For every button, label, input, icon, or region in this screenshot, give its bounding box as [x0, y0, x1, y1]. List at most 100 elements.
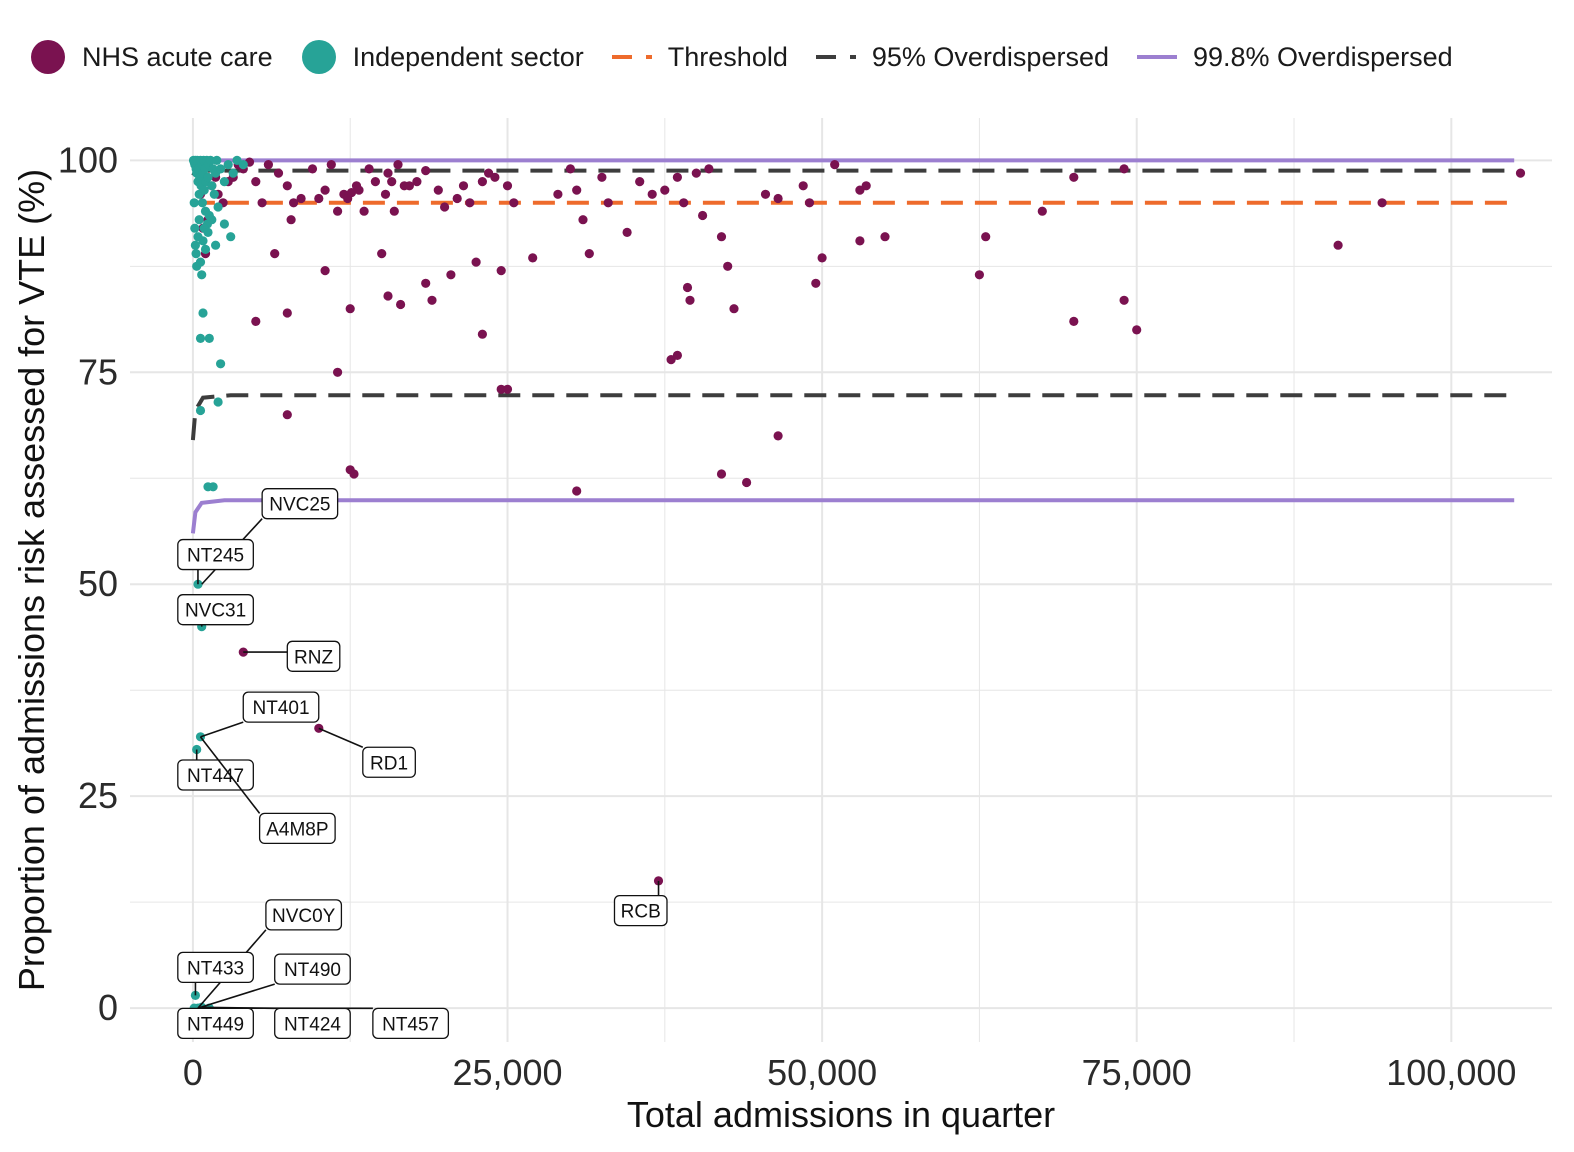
reference-lines — [190, 158, 1515, 534]
data-point-independent — [207, 181, 217, 191]
data-point-independent — [203, 172, 213, 182]
point-label: RCB — [621, 902, 661, 923]
data-point-nhs — [672, 172, 683, 182]
data-point-nhs — [974, 270, 985, 280]
point-label: RD1 — [370, 753, 408, 774]
label-box — [286, 640, 341, 672]
point-label: NT447 — [187, 766, 244, 787]
data-point-nhs — [855, 236, 865, 246]
data-point-nhs — [396, 299, 406, 310]
label-box — [177, 594, 254, 626]
data-point-nhs — [502, 181, 513, 191]
data-point-independent — [195, 333, 206, 343]
data-point-nhs — [282, 410, 292, 420]
label-box — [177, 951, 254, 984]
point-label: NT433 — [187, 958, 244, 979]
data-point-nhs — [452, 193, 462, 204]
legend-label: NHS acute care — [82, 41, 273, 72]
data-point-nhs — [603, 198, 613, 208]
data-point-nhs — [359, 206, 369, 216]
data-point-nhs — [257, 198, 267, 208]
data-point-nhs — [647, 189, 657, 199]
data-point-nhs — [421, 166, 431, 176]
data-point-nhs — [981, 232, 991, 242]
data-point-independent — [197, 198, 207, 208]
data-point-independent — [203, 227, 213, 237]
data-point-nhs — [723, 261, 733, 271]
data-point-nhs — [682, 282, 693, 293]
data-point-independent — [199, 185, 209, 195]
data-point-nhs — [263, 160, 273, 170]
data-point-nhs — [282, 308, 292, 318]
label-box — [177, 538, 254, 571]
data-point-nhs — [572, 185, 582, 195]
data-point-independent — [211, 240, 221, 250]
data-point-nhs — [320, 266, 330, 276]
data-point-nhs — [389, 206, 399, 216]
data-point-independent — [194, 215, 204, 225]
point-label: NT401 — [252, 698, 309, 719]
data-point-nhs — [326, 160, 336, 170]
data-point-nhs — [742, 477, 752, 488]
data-point-nhs — [412, 177, 422, 187]
data-point-nhs — [1069, 316, 1079, 326]
label-box — [177, 759, 254, 791]
label-box — [372, 1007, 450, 1040]
data-point-nhs — [704, 164, 714, 174]
data-point-nhs — [817, 253, 827, 263]
data-point-nhs — [653, 876, 664, 886]
data-point-nhs — [433, 185, 443, 195]
data-point-nhs — [377, 249, 387, 259]
data-point-independent — [195, 257, 206, 267]
data-point-independent — [213, 202, 223, 212]
data-point-nhs — [345, 304, 355, 314]
data-point-nhs — [370, 177, 380, 187]
data-point-nhs — [1069, 172, 1079, 182]
legend-swatch — [31, 40, 65, 74]
data-point-nhs — [270, 249, 280, 259]
point-label: NT245 — [187, 546, 244, 567]
data-point-nhs — [760, 189, 771, 199]
y-axis-title: Proportion of admissions risk assessed f… — [11, 169, 52, 991]
legend-label: Threshold — [667, 41, 788, 72]
point-label: NT424 — [284, 1014, 341, 1035]
data-point-independent — [219, 219, 229, 229]
data-point-nhs — [685, 295, 695, 305]
legend-key-overdispersed_95 — [815, 55, 856, 59]
data-point-independent — [209, 189, 219, 199]
legend-label: 95% Overdispersed — [871, 41, 1109, 72]
data-point-nhs — [471, 257, 481, 267]
legend-label: 99.8% Overdispersed — [1192, 41, 1453, 72]
y-tick-label: 100 — [58, 139, 118, 180]
legend-key-independent — [301, 40, 336, 74]
data-point-nhs — [773, 193, 783, 204]
grid-lines — [130, 118, 1552, 1042]
legend-key-overdispersed_998 — [1136, 55, 1177, 59]
point-label: NVC25 — [269, 495, 330, 516]
data-point-nhs — [716, 469, 727, 479]
data-point-nhs — [716, 232, 727, 242]
data-point-nhs — [679, 198, 689, 208]
legend-label: Independent sector — [352, 41, 584, 72]
data-point-nhs — [404, 181, 414, 191]
data-point-nhs — [296, 193, 306, 204]
data-point-nhs — [458, 181, 469, 191]
data-point-nhs — [502, 384, 513, 394]
data-point-nhs — [282, 181, 292, 191]
data-point-nhs — [383, 168, 393, 178]
data-point-nhs — [364, 164, 374, 174]
data-point-nhs — [320, 185, 330, 195]
axis-ticks: 0 25,000 50,000 75,000 100,000 0 25 50 75 100 — [58, 139, 1516, 1093]
data-point-independent — [219, 177, 229, 187]
data-point-nhs — [729, 304, 739, 314]
label-connector — [200, 721, 244, 738]
data-point-nhs — [1377, 198, 1387, 208]
label-connector — [197, 983, 275, 1009]
point-label: NVC31 — [185, 601, 246, 622]
data-point-independent — [200, 244, 211, 254]
data-point-nhs — [314, 193, 324, 204]
data-point-nhs — [496, 384, 506, 394]
data-point-independent — [189, 198, 199, 208]
x-tick-label: 75,000 — [1082, 1052, 1192, 1093]
data-point-independent — [208, 482, 218, 492]
